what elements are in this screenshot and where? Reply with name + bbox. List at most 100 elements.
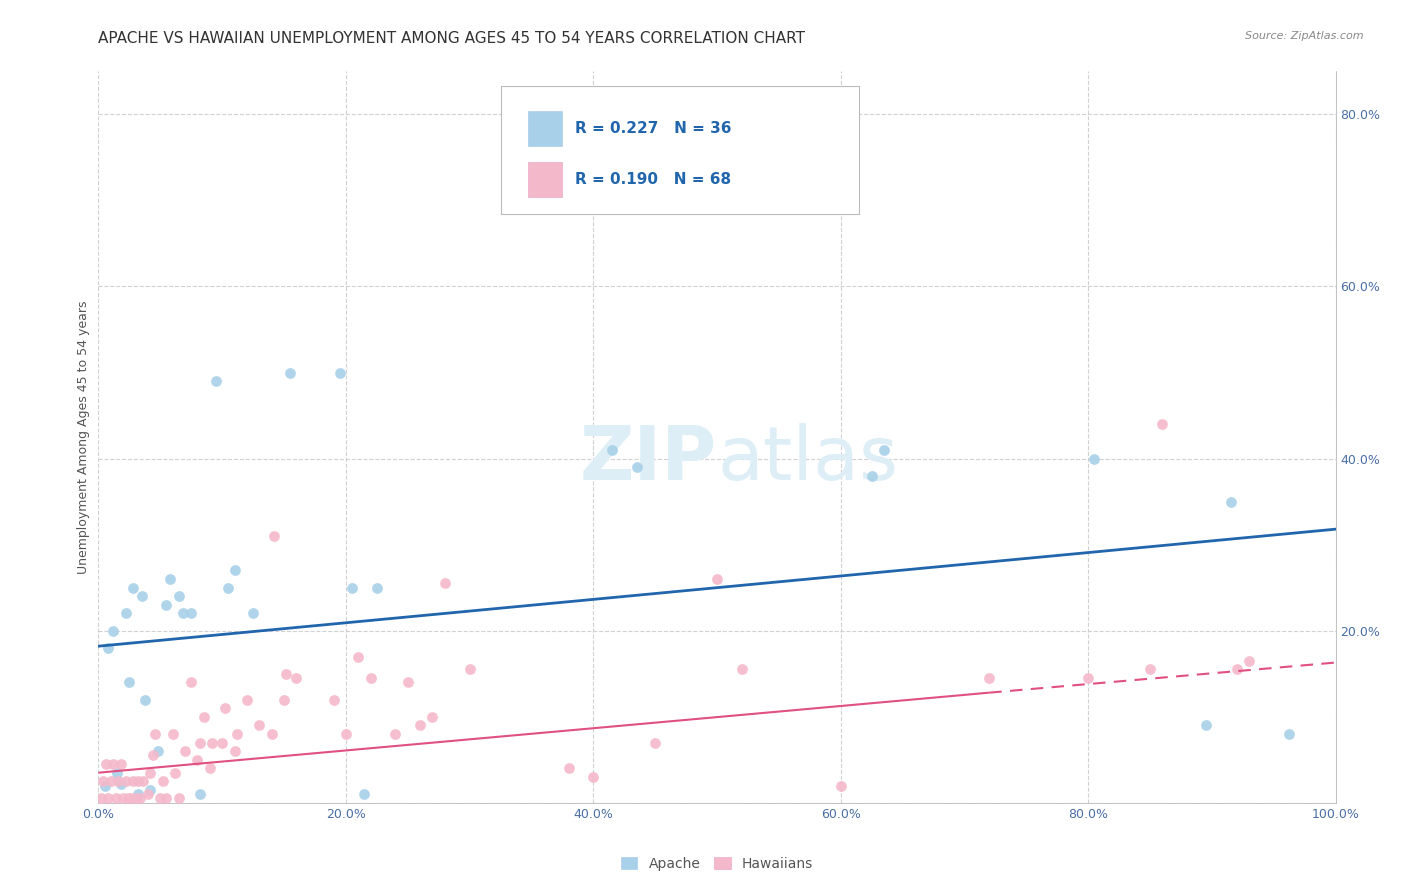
Point xyxy=(97,640,120,655)
Point xyxy=(167,589,190,603)
Point xyxy=(136,787,159,801)
Point xyxy=(409,718,432,732)
Point xyxy=(180,607,202,621)
Point xyxy=(1139,662,1161,676)
Point xyxy=(1226,662,1249,676)
Point xyxy=(1083,451,1105,466)
Point xyxy=(1152,417,1174,432)
Point xyxy=(172,607,194,621)
Text: ZIP: ZIP xyxy=(579,423,717,496)
Point xyxy=(167,791,190,805)
Text: APACHE VS HAWAIIAN UNEMPLOYMENT AMONG AGES 45 TO 54 YEARS CORRELATION CHART: APACHE VS HAWAIIAN UNEMPLOYMENT AMONG AG… xyxy=(98,31,806,46)
Point xyxy=(103,757,125,772)
Point xyxy=(93,774,115,789)
Point xyxy=(366,581,388,595)
Point xyxy=(180,675,202,690)
FancyBboxPatch shape xyxy=(501,86,859,214)
Point xyxy=(335,727,357,741)
Point xyxy=(1077,671,1099,685)
Point xyxy=(124,791,146,805)
Point xyxy=(340,581,363,595)
Text: atlas: atlas xyxy=(717,423,898,496)
Point xyxy=(110,757,132,772)
Point xyxy=(104,791,127,805)
Point xyxy=(127,787,149,801)
Point xyxy=(273,692,295,706)
Point xyxy=(139,783,162,797)
Point xyxy=(162,727,184,741)
Point xyxy=(433,576,456,591)
Point xyxy=(143,727,166,741)
Point xyxy=(873,442,896,457)
Point xyxy=(103,624,125,638)
Point xyxy=(149,791,172,805)
Point xyxy=(214,701,236,715)
Point xyxy=(422,710,444,724)
Legend: Apache, Hawaiians: Apache, Hawaiians xyxy=(616,851,818,876)
Point xyxy=(1278,727,1301,741)
Point xyxy=(236,692,259,706)
Point xyxy=(107,774,129,789)
Point xyxy=(226,727,249,741)
Text: Source: ZipAtlas.com: Source: ZipAtlas.com xyxy=(1246,31,1364,41)
FancyBboxPatch shape xyxy=(527,162,562,197)
Point xyxy=(152,774,174,789)
Point xyxy=(132,774,155,789)
Point xyxy=(188,735,211,749)
Point xyxy=(94,757,117,772)
Point xyxy=(118,675,141,690)
Point xyxy=(600,442,623,457)
Point xyxy=(122,774,145,789)
Point xyxy=(285,671,308,685)
Point xyxy=(188,787,211,801)
Point xyxy=(201,735,224,749)
Point xyxy=(100,774,122,789)
Point xyxy=(557,761,579,775)
Point xyxy=(384,727,406,741)
Point xyxy=(860,468,883,483)
Text: R = 0.190   N = 68: R = 0.190 N = 68 xyxy=(575,172,731,187)
Point xyxy=(396,675,419,690)
Point xyxy=(1219,494,1241,508)
FancyBboxPatch shape xyxy=(527,111,562,146)
Point xyxy=(322,692,344,706)
Point xyxy=(706,572,728,586)
Point xyxy=(626,460,648,475)
Point xyxy=(731,662,754,676)
Point xyxy=(105,765,128,780)
Point xyxy=(458,662,481,676)
Point xyxy=(131,589,153,603)
Point xyxy=(117,791,139,805)
Point xyxy=(979,671,1001,685)
Point xyxy=(114,774,136,789)
Point xyxy=(90,791,112,805)
Point xyxy=(114,607,136,621)
Point xyxy=(134,692,156,706)
Point xyxy=(360,671,382,685)
Point xyxy=(129,791,152,805)
Y-axis label: Unemployment Among Ages 45 to 54 years: Unemployment Among Ages 45 to 54 years xyxy=(77,301,90,574)
Point xyxy=(211,735,233,749)
Point xyxy=(97,791,120,805)
Point xyxy=(582,770,605,784)
Point xyxy=(186,753,208,767)
Point xyxy=(120,791,142,805)
Point xyxy=(139,765,162,780)
Point xyxy=(347,649,370,664)
Point xyxy=(127,774,149,789)
Point xyxy=(159,572,181,586)
Point xyxy=(110,777,132,791)
Point xyxy=(1195,718,1218,732)
Point xyxy=(242,607,264,621)
Point xyxy=(1237,654,1260,668)
Point xyxy=(93,779,115,793)
Point xyxy=(329,366,352,380)
Point xyxy=(276,666,298,681)
Point xyxy=(278,366,301,380)
Point xyxy=(224,744,246,758)
Point xyxy=(247,718,270,732)
Point xyxy=(165,765,187,780)
Point xyxy=(146,744,169,758)
Text: R = 0.227   N = 36: R = 0.227 N = 36 xyxy=(575,121,731,136)
Point xyxy=(155,598,177,612)
